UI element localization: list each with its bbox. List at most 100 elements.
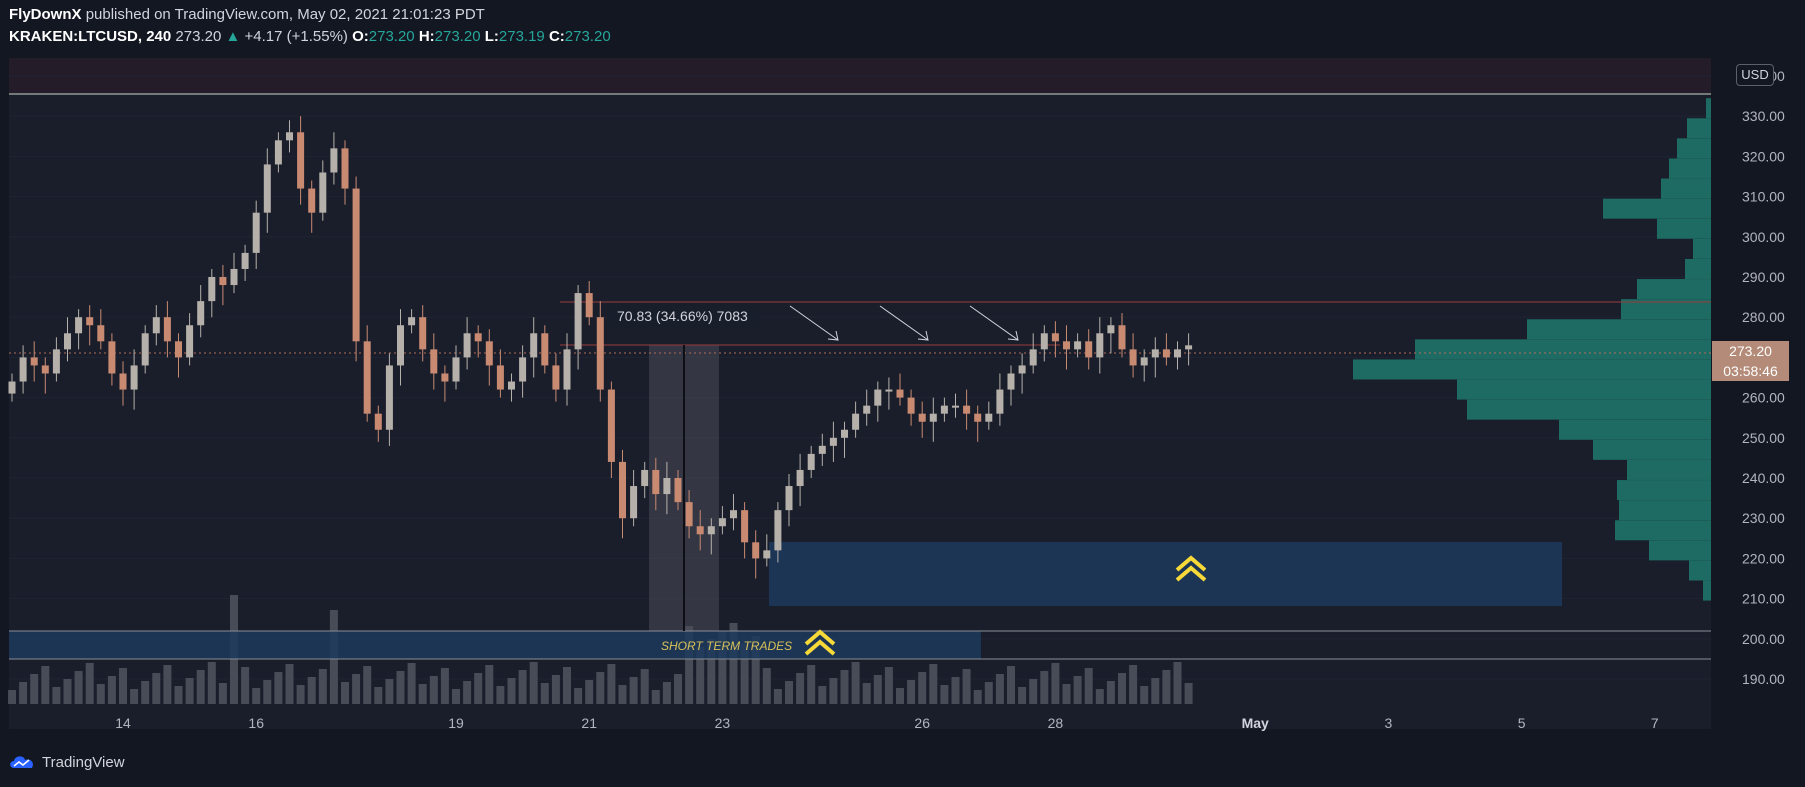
volume-bar [440,668,449,704]
candle-body [641,469,649,487]
profile-bar [1637,279,1711,300]
candle-body [1096,333,1104,358]
candle-body [1118,325,1126,350]
candle-body [496,365,504,390]
profile-bar [1669,158,1711,179]
candle-body [274,140,282,165]
volume-bar [107,676,116,704]
candle-body [75,317,83,334]
candle-body [197,301,205,326]
volume-bar [1084,668,1093,704]
profile-bar [1627,459,1711,480]
volume-bar [1018,687,1027,704]
profile-bar [1706,98,1711,119]
volume-bar [718,631,727,704]
open-label: O: [352,28,369,45]
volume-bar [207,662,216,704]
price-tick-label: 200.00 [1742,631,1785,647]
candle-body [852,413,860,430]
profile-bar [1559,419,1711,440]
volume-bar [884,667,893,704]
volume-bar [452,689,460,704]
profile-bar [1677,138,1711,159]
candle-body [896,389,904,398]
volume-bar [407,663,416,704]
candle-body [252,212,260,253]
candle-body [485,341,493,366]
candle-body [974,413,982,422]
candle-body [152,317,160,334]
time-tick-label: 28 [1048,715,1064,731]
profile-bar [1693,238,1711,259]
price-tag-value: 273.20 [1729,343,1772,359]
candle-body [963,405,971,414]
chevron-up-icon [804,639,836,656]
volume-bar [352,674,361,704]
candle-body [907,397,915,414]
currency-button[interactable]: USD [1736,64,1774,86]
price-axis[interactable]: 340.00330.00320.00310.00300.00290.00280.… [1742,68,1785,687]
volume-bar [818,686,827,704]
volume-bar [141,681,150,704]
candle-body [1174,349,1181,358]
profile-bar [1615,520,1711,541]
candle-body [319,172,327,213]
volume-bar [429,676,438,704]
price-tick-label: 260.00 [1742,390,1785,406]
volume-bar [296,685,305,704]
volume-bar [1162,670,1171,704]
profile-bar [1619,500,1711,521]
symbol-legend: KRAKEN:LTCUSD, 240 273.20 ▲ +4.17 (+1.55… [9,28,611,45]
volume-bar [907,680,916,704]
footer-brand[interactable]: TradingView [8,752,125,772]
volume-bar [1129,665,1138,704]
measure-label: 70.83 (34.66%) 7083 [617,308,748,324]
close-label: C: [548,28,565,45]
volume-bar [840,670,849,704]
price-tick-label: 310.00 [1742,189,1785,205]
candle-body [763,550,771,559]
volume-bar [740,644,749,704]
volume-bar [618,685,627,704]
volume-profile [1353,98,1711,601]
candle-body [563,349,571,390]
candle-body [863,405,871,414]
time-tick-label: 19 [448,715,464,731]
volume-bar [563,667,571,704]
chevron-up-icon [1175,565,1207,582]
down-arrow-line [969,305,1019,341]
time-tick-label: 5 [1518,715,1526,731]
volume-bar [873,675,882,704]
symbol-name[interactable]: KRAKEN:LTCUSD, 240 [9,28,172,45]
volume-bar [1106,681,1115,704]
volume-bar [918,672,927,704]
candle-body [130,365,138,390]
candle-body [918,413,926,422]
candle-body [8,381,16,394]
volume-bar [218,683,227,704]
profile-bar [1527,319,1711,340]
candle-body [707,526,715,535]
volume-bar [119,668,127,704]
volume-bar [507,678,516,704]
candle-body [1085,341,1093,358]
volume-bar [629,677,638,704]
time-tick-label: 7 [1651,715,1659,731]
drawings [607,303,1207,656]
candle-body [696,526,704,535]
volume-bar [896,688,904,704]
volume-bar [762,668,771,704]
candle-body [419,317,427,350]
time-axis[interactable]: 14161921232628May35710 [115,715,1805,731]
chevron-up-icon [804,629,836,646]
chart-pane-bg [9,58,1711,729]
candle-body [952,405,959,408]
volume-bar [862,683,871,704]
candle-body [730,510,737,519]
profile-bar [1689,560,1711,581]
profile-bar [1621,299,1711,320]
candle-body [286,132,293,141]
volume-bar [96,684,105,704]
author-name[interactable]: FlyDownX [9,6,82,23]
